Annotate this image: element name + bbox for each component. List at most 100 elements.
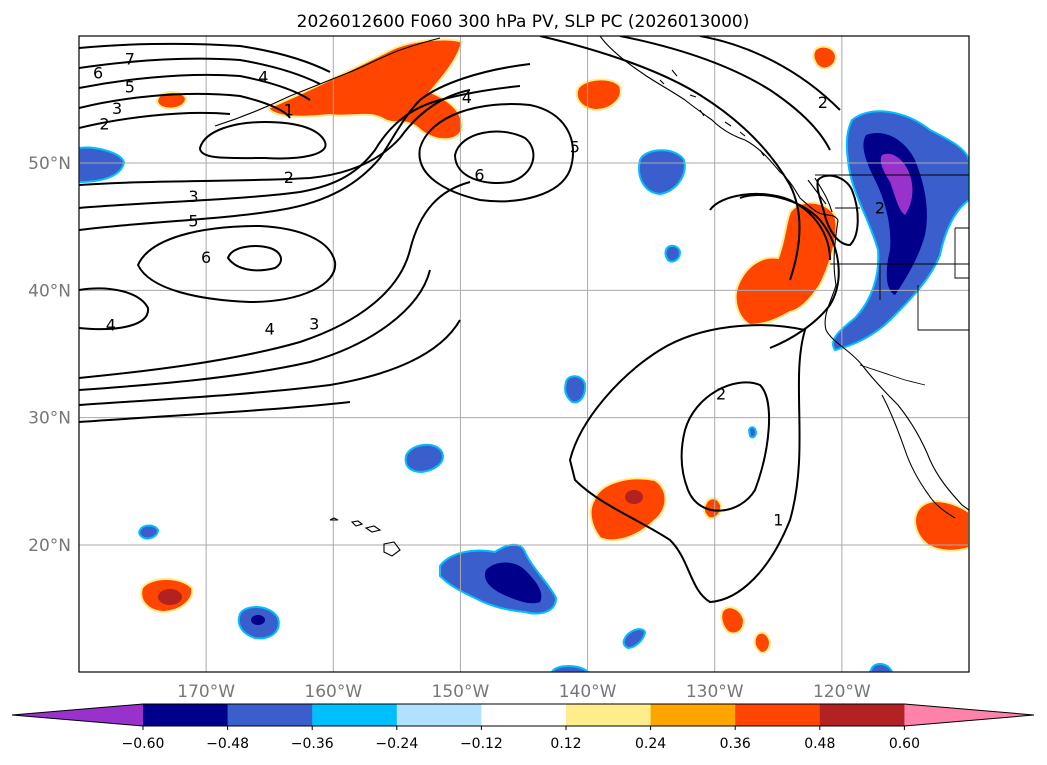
colorbar-tick-label: −0.24	[375, 736, 418, 752]
colorbar-tick-label: −0.36	[291, 736, 334, 752]
coastlines	[214, 36, 969, 557]
pv-anomaly-small-blue-8	[868, 662, 894, 672]
coastline-baja	[881, 394, 956, 519]
contour-value-label: 2	[875, 199, 885, 218]
colorbar-tick-label: 0.48	[804, 736, 835, 752]
pv-anomaly-small-blue-2	[564, 375, 587, 404]
slp-contour	[79, 111, 231, 129]
slp-contour	[79, 181, 471, 379]
pv-anomaly-southwest-darkred	[158, 589, 182, 605]
slp-contour	[619, 36, 831, 151]
colorbar-segment	[819, 704, 905, 726]
colorbar-segment	[735, 704, 821, 726]
contour-value-label: 2	[716, 384, 726, 403]
slp-contour	[816, 174, 859, 247]
contour-value-label: 1	[773, 511, 783, 530]
pv-anomaly-west-coast-navy	[863, 132, 927, 295]
colorbar-tick-label: 0.12	[550, 736, 581, 752]
colorbar-extend-high	[904, 704, 1034, 726]
slp-contour	[79, 319, 461, 406]
colorbar-tick-label: −0.60	[122, 736, 165, 752]
contour-value-label: 3	[188, 187, 198, 206]
longitude-tick-label: 150°W	[432, 682, 490, 702]
contour-value-label: 4	[265, 320, 275, 339]
graticule	[79, 36, 969, 672]
slp-contour	[79, 63, 531, 231]
pv-anomaly-far-west-blue	[79, 146, 126, 184]
contour-value-label: 2	[284, 168, 294, 187]
slp-contour	[680, 381, 770, 512]
contour-value-label: 6	[93, 64, 103, 83]
colorbar-tick-label: 0.24	[635, 736, 666, 752]
slp-contour	[699, 36, 841, 111]
latitude-tick-label: 30°N	[28, 409, 71, 429]
pv-positive-anomalies	[140, 38, 969, 654]
colorbar-segment	[650, 704, 736, 726]
pv-anomaly-subtropical-orange	[589, 477, 667, 542]
figure-title: 2026012600 F060 300 hPa PV, SLP PC (2026…	[297, 12, 750, 32]
contour-value-label: 2	[99, 115, 109, 134]
slp-contour	[539, 36, 801, 281]
contour-value-label: 3	[112, 99, 122, 118]
colorbar-segment	[227, 704, 313, 726]
pv-anomaly-small-blue-6	[622, 628, 647, 650]
pv-anomaly-small-orange-3	[703, 497, 723, 520]
longitude-tick-label: 140°W	[559, 682, 617, 702]
pv-anomaly-aleutian-orange	[266, 38, 464, 141]
slp-contour	[79, 269, 431, 391]
coastline-gulf-islands	[659, 69, 765, 157]
slp-contour	[453, 130, 535, 184]
slp-contour	[79, 287, 150, 331]
pv-anomaly-hawaii-navy	[484, 562, 542, 604]
map-frame	[78, 35, 970, 673]
contour-value-label: 7	[125, 50, 135, 69]
pv-anomaly-small-orange-1	[156, 91, 188, 110]
pv-anomaly-pacific-blue-1	[638, 149, 686, 196]
colorbar-segment	[396, 704, 482, 726]
coastline-west-coast	[824, 219, 969, 511]
contour-value-label: 2	[818, 93, 828, 112]
latitude-tick-label: 40°N	[28, 281, 71, 301]
pv-anomaly-subtropical-darkred	[625, 490, 643, 504]
pv-negative-anomalies	[79, 110, 969, 672]
pv-anomaly-small-navy-4	[251, 615, 265, 625]
slp-contour	[568, 324, 807, 604]
longitude-tick-label: 120°W	[813, 682, 871, 702]
colorbar-segment	[143, 704, 229, 726]
slp-contour	[79, 92, 291, 119]
contour-value-label: 3	[309, 314, 319, 333]
longitude-tick-labels: 170°W 160°W 150°W 140°W 130°W 120°W	[177, 682, 871, 702]
border-us-mexico	[859, 364, 926, 386]
contour-value-label: 5	[125, 78, 135, 97]
longitude-tick-label: 170°W	[177, 682, 235, 702]
coastline-aleutians	[214, 37, 441, 127]
slp-contour	[226, 245, 282, 272]
coastline-hawaii	[329, 517, 401, 557]
colorbar-segment	[481, 704, 567, 726]
slp-contours	[79, 36, 859, 604]
political-borders	[815, 174, 969, 386]
slp-contour	[79, 85, 521, 209]
colorbar-tick-label: 0.60	[889, 736, 920, 752]
contour-value-label: 6	[474, 165, 484, 184]
pv-anomaly-small-orange-2	[812, 45, 838, 70]
slp-contour	[79, 401, 351, 423]
colorbar-tick-label: 0.36	[720, 736, 751, 752]
slp-contour	[709, 193, 831, 261]
coastline-inland-waters	[807, 177, 833, 213]
pv-anomaly-small-blue-9	[747, 426, 758, 439]
contour-value-label: 4	[106, 316, 116, 335]
slp-contour	[79, 57, 321, 85]
longitude-tick-label: 130°W	[686, 682, 744, 702]
slp-contour	[79, 42, 331, 73]
contour-value-label: 4	[462, 88, 472, 107]
colorbar: −0.60 −0.48 −0.36 −0.24 −0.12 0.12 0.24 0.36 0.4…	[11, 703, 1035, 752]
latitude-tick-label: 20°N	[28, 536, 71, 556]
slp-contour	[198, 120, 327, 160]
slp-contour	[418, 103, 575, 203]
slp-contour	[79, 89, 471, 186]
pv-anomaly-small-orange-4	[720, 606, 746, 635]
colorbar-segment	[312, 704, 398, 726]
